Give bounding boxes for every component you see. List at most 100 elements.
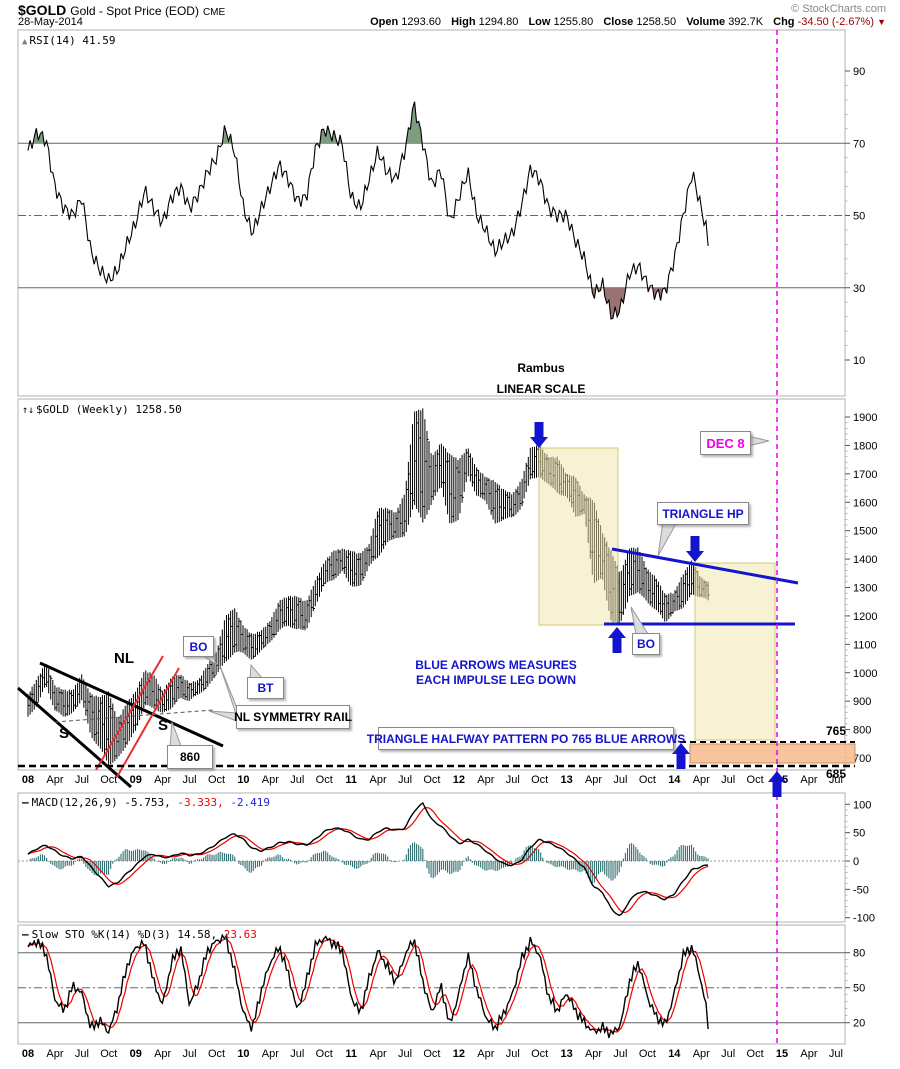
x-tick-label: Apr (800, 1048, 817, 1060)
x-tick-label: 14 (668, 1048, 681, 1060)
x-tick-label: Jul (398, 1048, 412, 1060)
x-tick-label: Jul (398, 774, 412, 786)
open-label: Open (370, 16, 399, 28)
x-tick-label: 08 (22, 774, 34, 786)
mountain-icon: ▲ (22, 37, 28, 47)
y-tick-label: 900 (853, 696, 871, 708)
macd-pane-label: — MACD(12,26,9) -5.753, -3.333, -2.419 (22, 796, 270, 809)
triangle-hp-line (611, 547, 799, 585)
wedge-upper-rail (39, 661, 224, 748)
x-tick-label: 11 (345, 774, 357, 786)
up-arrow-icon (768, 771, 786, 797)
y-tick-label: 1000 (853, 668, 877, 680)
rsi-overbought-fill (406, 101, 423, 144)
macd-signal-value: -3.333, (177, 796, 224, 809)
y-tick-label: 90 (853, 66, 865, 78)
x-tick-label: Jul (721, 1048, 735, 1060)
price-pane-label: ↑↓ $GOLD (Weekly) 1258.50 (22, 403, 182, 416)
x-tick-label: 14 (668, 774, 681, 786)
volume-value: 392.7K (728, 16, 764, 28)
down-arrow-icon (686, 536, 704, 562)
wedge-lower-rail (17, 686, 132, 789)
x-tick-label: Oct (531, 1048, 548, 1060)
y-tick-label: 10 (853, 355, 865, 367)
x-tick-label: 13 (560, 774, 572, 786)
rsi-pane-label: ▲ RSI(14) 41.59 (22, 34, 116, 47)
high-label: High (451, 16, 476, 28)
x-tick-label: Apr (477, 774, 494, 786)
measure-box-2 (694, 562, 776, 741)
y-tick-label: 1100 (853, 639, 877, 651)
sto-d-line (27, 937, 709, 1034)
up-arrow-icon (672, 743, 690, 769)
panel-frame (17, 29, 846, 397)
red-channel-2 (116, 667, 180, 778)
y-tick-label: 1300 (853, 583, 877, 595)
x-tick-label: Apr (800, 774, 817, 786)
macd-label-text: MACD(12,26,9) (31, 796, 118, 809)
macd-value: -5.753, (124, 796, 171, 809)
macd-line (27, 801, 709, 917)
y-tick-label: 0 (853, 856, 859, 868)
x-tick-label: Apr (154, 774, 171, 786)
x-tick-label: Apr (693, 1048, 710, 1060)
y-tick-label: 1700 (853, 469, 877, 481)
sto-k-value: 14.58, (177, 928, 218, 941)
macd-signal-line (27, 806, 709, 914)
x-tick-label: 10 (237, 774, 249, 786)
y-tick-label: 800 (853, 725, 871, 737)
x-tick-label: Oct (100, 1048, 117, 1060)
x-tick-label: Apr (46, 774, 63, 786)
x-tick-label: Apr (262, 774, 279, 786)
x-tick-label: 12 (453, 1048, 465, 1060)
line-swatch-icon: — (22, 928, 29, 941)
x-tick-label: 11 (345, 1048, 357, 1060)
sto-d-value: 23.63 (223, 928, 257, 941)
x-tick-label: Oct (100, 774, 117, 786)
exchange: CME (202, 7, 226, 18)
y-tick-label: 1800 (853, 440, 877, 452)
x-tick-label: Oct (747, 774, 764, 786)
x-tick-label: Oct (316, 774, 333, 786)
red-channel-1 (95, 655, 164, 771)
x-tick-label: 10 (237, 1048, 249, 1060)
x-tick-label: Apr (154, 1048, 171, 1060)
x-tick-label: 09 (130, 774, 142, 786)
rsi-oversold-fill (652, 287, 668, 301)
chart-date: 28-May-2014 (18, 16, 83, 28)
close-label: Close (603, 16, 634, 28)
y-tick-label: 1400 (853, 554, 877, 566)
rsi-oversold-fill (591, 287, 596, 299)
x-tick-label: Oct (531, 774, 548, 786)
x-tick-label: Oct (208, 774, 225, 786)
x-tick-label: Oct (747, 1048, 764, 1060)
y-tick-label: 50 (853, 828, 865, 840)
x-tick-label: Oct (423, 774, 440, 786)
copyright: © StockCharts.com (791, 3, 886, 15)
x-tick-label: 15 (776, 1048, 788, 1060)
y-tick-label: -50 (853, 884, 869, 896)
x-tick-label: 12 (453, 774, 465, 786)
measure-box-1 (538, 447, 619, 626)
x-tick-label: Jul (613, 774, 627, 786)
y-tick-label: 1500 (853, 526, 877, 538)
x-tick-label: Jul (506, 1048, 520, 1060)
up-arrow-icon (608, 627, 626, 653)
x-tick-label: Apr (370, 774, 387, 786)
open-value: 1293.60 (401, 16, 442, 28)
chg-label: Chg (773, 16, 795, 28)
y-tick-label: 1900 (853, 412, 877, 424)
x-tick-label: Jul (613, 1048, 627, 1060)
symbol: $GOLD (18, 2, 67, 18)
x-tick-label: Apr (370, 1048, 387, 1060)
chg-value: -34.50 (-2.67%) (797, 16, 875, 28)
x-tick-label: Apr (693, 774, 710, 786)
line-swatch-icon: — (22, 796, 29, 809)
x-tick-label: Oct (423, 1048, 440, 1060)
chart-header: $GOLD Gold - Spot Price (EOD) CME (18, 2, 225, 20)
x-tick-label: Jul (75, 1048, 89, 1060)
volume-label: Volume (686, 16, 726, 28)
x-tick-label: Jul (290, 1048, 304, 1060)
y-tick-label: 1600 (853, 497, 877, 509)
